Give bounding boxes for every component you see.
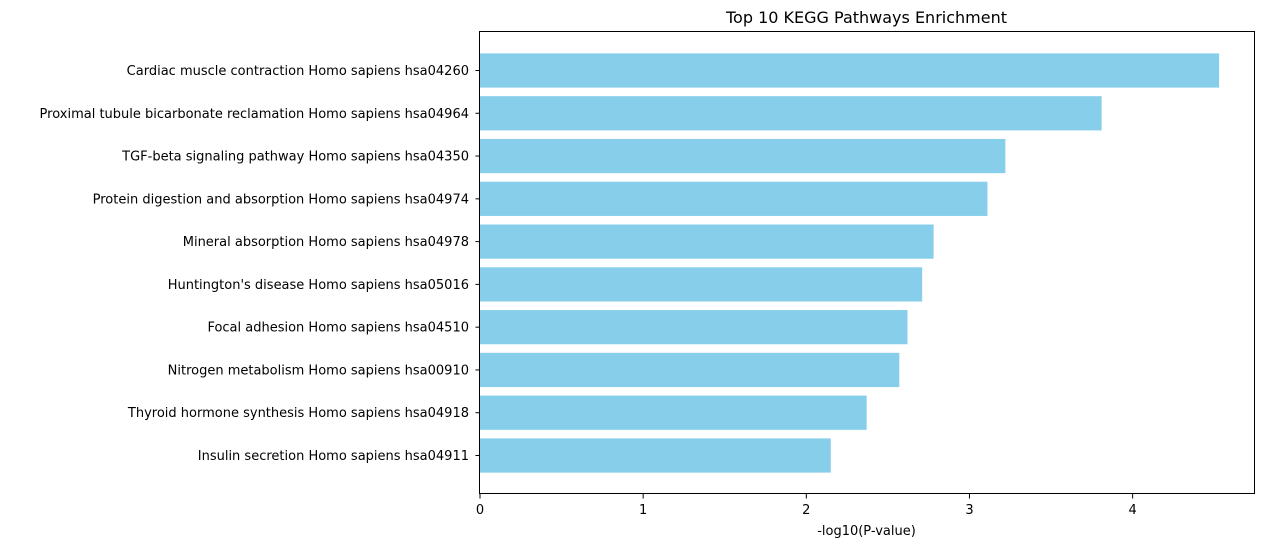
x-tick-label: 1 <box>639 503 647 518</box>
chart-title: Top 10 KEGG Pathways Enrichment <box>725 8 1007 27</box>
x-axis-label: -log10(P-value) <box>817 524 916 539</box>
y-tick-label: Cardiac muscle contraction Homo sapiens … <box>127 64 469 79</box>
y-tick-label: Thyroid hormone synthesis Homo sapiens h… <box>127 406 469 421</box>
y-tick-label: Proximal tubule bicarbonate reclamation … <box>40 107 469 122</box>
bar <box>480 395 867 430</box>
y-tick-label: Protein digestion and absorption Homo sa… <box>93 192 469 207</box>
y-tick-label: Focal adhesion Homo sapiens hsa04510 <box>207 321 469 336</box>
y-axis-ticks: Cardiac muscle contraction Homo sapiens … <box>40 64 480 464</box>
plot-frame <box>479 31 1255 494</box>
x-tick-label: 2 <box>802 503 810 518</box>
bar <box>480 53 1220 88</box>
x-axis-ticks: 0 1 2 3 4 <box>476 494 1137 518</box>
bar <box>480 138 1006 174</box>
x-tick-label: 0 <box>476 503 484 518</box>
y-tick-label: Huntington's disease Homo sapiens hsa050… <box>168 278 469 293</box>
bar <box>480 96 1102 131</box>
bar <box>480 181 988 216</box>
x-tick-label: 4 <box>1128 503 1136 518</box>
y-tick-label: Nitrogen metabolism Homo sapiens hsa0091… <box>168 363 469 378</box>
bars-layer <box>480 53 1220 473</box>
bar <box>480 267 923 302</box>
bar <box>480 224 934 259</box>
bar <box>480 310 908 345</box>
y-tick-label: TGF-beta signaling pathway Homo sapiens … <box>121 150 469 165</box>
x-tick-label: 3 <box>965 503 973 518</box>
y-tick-label: Insulin secretion Homo sapiens hsa04911 <box>198 449 469 464</box>
bar <box>480 352 900 388</box>
y-tick-label: Mineral absorption Homo sapiens hsa04978 <box>183 235 469 250</box>
bar <box>480 438 831 473</box>
